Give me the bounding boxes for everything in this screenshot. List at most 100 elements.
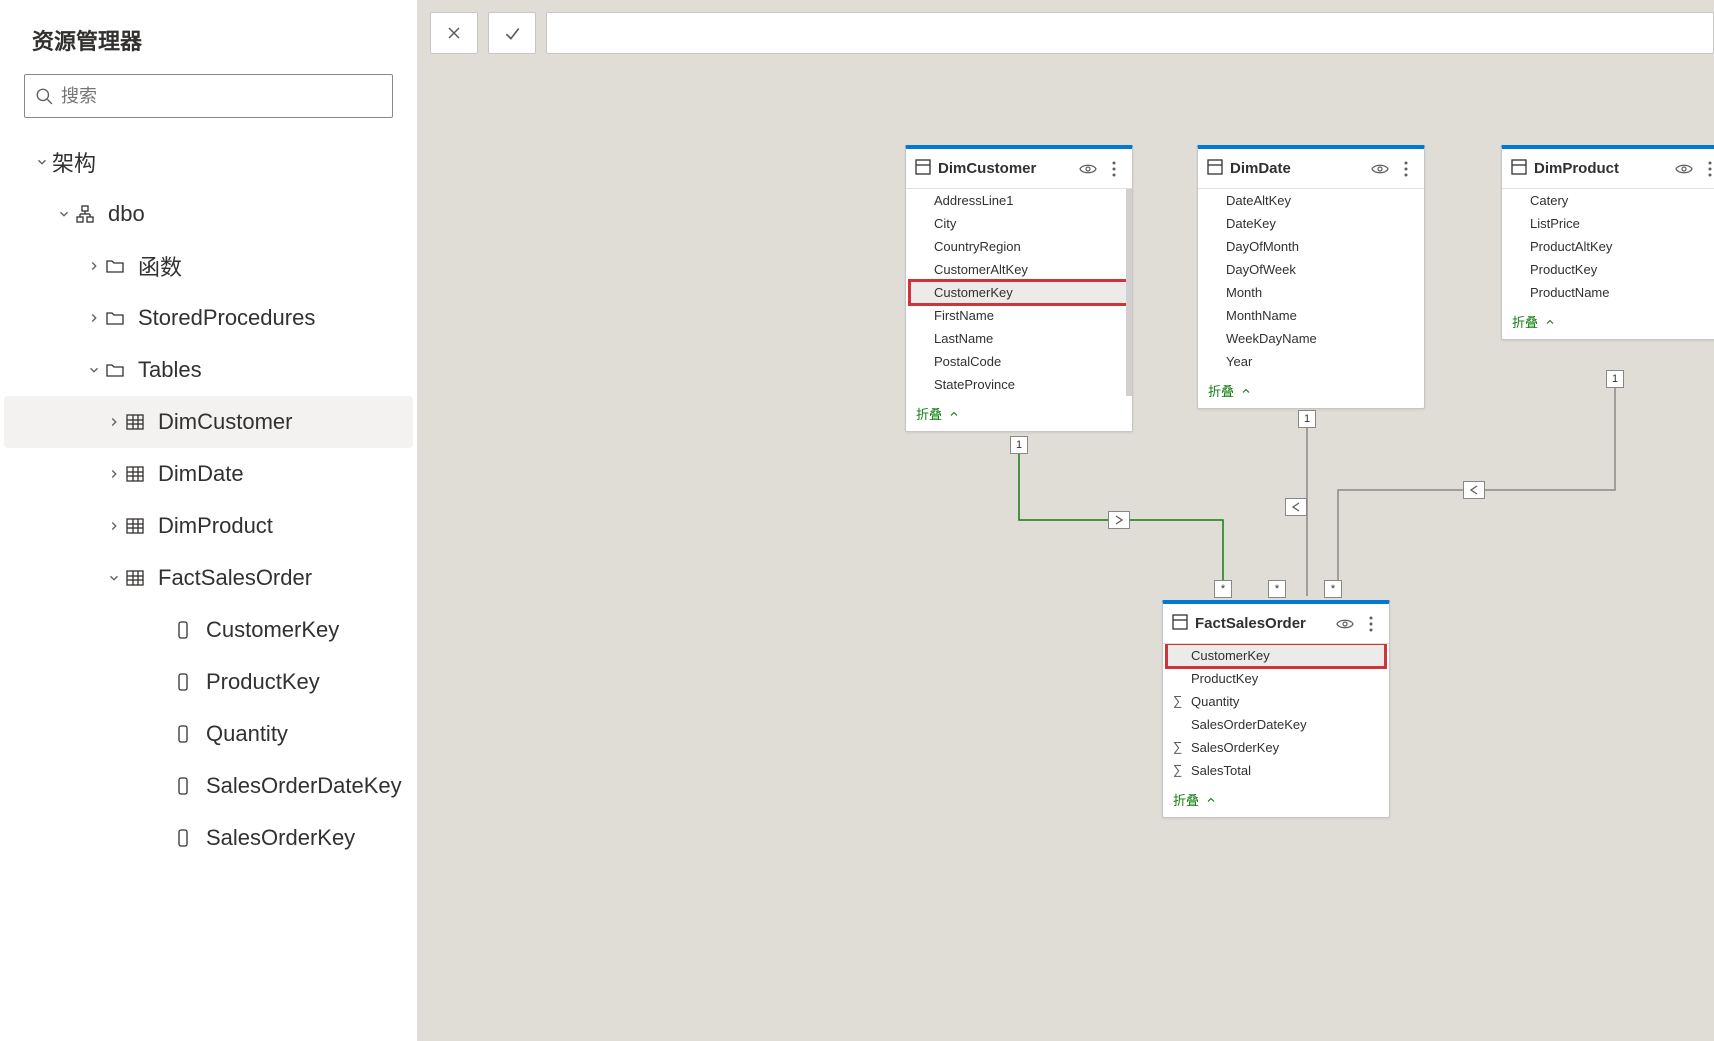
- column-monthname[interactable]: MonthName: [1198, 304, 1424, 327]
- column-label: CountryRegion: [934, 239, 1021, 254]
- visibility-toggle[interactable]: [1370, 159, 1390, 179]
- column-customeraltkey[interactable]: CustomerAltKey: [906, 258, 1132, 281]
- explorer-title: 资源管理器: [4, 18, 413, 74]
- column-city[interactable]: City: [906, 212, 1132, 235]
- column-label: DateKey: [1226, 216, 1276, 231]
- entity-header[interactable]: DimProduct: [1502, 149, 1714, 189]
- column-salestotal[interactable]: ∑SalesTotal: [1163, 759, 1389, 782]
- column-quantity[interactable]: ∑Quantity: [1163, 690, 1389, 713]
- column-stateprovince[interactable]: StateProvince: [906, 373, 1132, 396]
- more-menu[interactable]: [1104, 159, 1124, 179]
- tree-item-dbo[interactable]: dbo: [4, 188, 413, 240]
- sigma-icon: ∑: [1173, 693, 1182, 708]
- tree-item-label: DimCustomer: [158, 409, 292, 435]
- column-month[interactable]: Month: [1198, 281, 1424, 304]
- collapse-toggle[interactable]: 折叠: [1198, 373, 1424, 408]
- table-icon: [1510, 158, 1528, 179]
- cancel-button[interactable]: [430, 12, 478, 54]
- tree-item-label: StoredProcedures: [138, 305, 315, 331]
- table-icon: [1206, 158, 1224, 179]
- column-dayofmonth[interactable]: DayOfMonth: [1198, 235, 1424, 258]
- column-productkey[interactable]: ProductKey: [1163, 667, 1389, 690]
- tree-item-tables[interactable]: Tables: [4, 344, 413, 396]
- folder-icon: [104, 359, 126, 381]
- search-box[interactable]: [24, 74, 393, 118]
- tree-item-dimproduct[interactable]: DimProduct: [4, 500, 413, 552]
- tree-item-salesorderdatekey[interactable]: SalesOrderDateKey: [4, 760, 413, 812]
- entity-header[interactable]: FactSalesOrder: [1163, 604, 1389, 644]
- tree-item-productkey[interactable]: ProductKey: [4, 656, 413, 708]
- collapse-label: 折叠: [916, 404, 942, 423]
- tree-item-架构[interactable]: 架构: [4, 136, 413, 188]
- chevron-icon: [32, 152, 52, 172]
- sigma-icon: ∑: [1173, 762, 1182, 777]
- column-year[interactable]: Year: [1198, 350, 1424, 373]
- tree-item-label: SalesOrderKey: [206, 825, 355, 851]
- visibility-toggle[interactable]: [1674, 159, 1694, 179]
- tree-item-storedprocedures[interactable]: StoredProcedures: [4, 292, 413, 344]
- column-customerkey[interactable]: CustomerKey: [910, 281, 1128, 304]
- tree-item-label: DimProduct: [158, 513, 273, 539]
- folder-icon: [104, 307, 126, 329]
- column-catery[interactable]: Catery: [1502, 189, 1714, 212]
- explorer-sidebar: 资源管理器 架构 dbo 函数 StoredProcedures Tables DimCu…: [0, 0, 418, 1041]
- more-menu[interactable]: [1361, 614, 1381, 634]
- formula-bar[interactable]: [546, 12, 1714, 54]
- column-listprice[interactable]: ListPrice: [1502, 212, 1714, 235]
- entity-dimproduct[interactable]: DimProduct CateryListPrice ProductAltKey P…: [1501, 145, 1714, 340]
- column-label: City: [934, 216, 956, 231]
- column-dayofweek[interactable]: DayOfWeek: [1198, 258, 1424, 281]
- collapse-toggle[interactable]: 折叠: [1163, 782, 1389, 817]
- table-icon: [1171, 613, 1189, 634]
- more-menu[interactable]: [1396, 159, 1416, 179]
- column-datekey[interactable]: DateKey: [1198, 212, 1424, 235]
- column-weekdayname[interactable]: WeekDayName: [1198, 327, 1424, 350]
- commit-button[interactable]: [488, 12, 536, 54]
- tree-item-factsalesorder[interactable]: FactSalesOrder: [4, 552, 413, 604]
- column-lastname[interactable]: LastName: [906, 327, 1132, 350]
- column-productkey[interactable]: ProductKey: [1502, 258, 1714, 281]
- tree-item-salesorderkey[interactable]: SalesOrderKey: [4, 812, 413, 864]
- chevron-up-icon: [1544, 316, 1556, 328]
- column-postalcode[interactable]: PostalCode: [906, 350, 1132, 373]
- column-salesorderkey[interactable]: ∑SalesOrderKey: [1163, 736, 1389, 759]
- model-canvas[interactable]: DimCustomer AddressLine1 City CountryRegio…: [418, 0, 1714, 1041]
- entity-header[interactable]: DimCustomer: [906, 149, 1132, 189]
- more-menu[interactable]: [1700, 159, 1714, 179]
- column-label: SalesOrderDateKey: [1191, 717, 1307, 732]
- collapse-toggle[interactable]: 折叠: [1502, 304, 1714, 339]
- column-label: ProductAltKey: [1530, 239, 1612, 254]
- column-productname[interactable]: ProductName: [1502, 281, 1714, 304]
- column-countryregion[interactable]: CountryRegion: [906, 235, 1132, 258]
- column-salesorderdatekey[interactable]: SalesOrderDateKey: [1163, 713, 1389, 736]
- column-productaltkey[interactable]: ProductAltKey: [1502, 235, 1714, 258]
- entity-header[interactable]: DimDate: [1198, 149, 1424, 189]
- tree-item-dimdate[interactable]: DimDate: [4, 448, 413, 500]
- tree-item-customerkey[interactable]: CustomerKey: [4, 604, 413, 656]
- tree-item-quantity[interactable]: Quantity: [4, 708, 413, 760]
- column-firstname[interactable]: FirstName: [906, 304, 1132, 327]
- entity-factsalesorder[interactable]: FactSalesOrder CustomerKeyProductKey∑Qua…: [1162, 600, 1390, 818]
- entity-dimcustomer[interactable]: DimCustomer AddressLine1 City CountryRegio…: [905, 145, 1133, 432]
- column-icon: [172, 827, 194, 849]
- chevron-up-icon: [948, 408, 960, 420]
- column-label: CustomerAltKey: [934, 262, 1028, 277]
- check-icon: [503, 24, 521, 42]
- entity-dimdate[interactable]: DimDate DateAltKey DateKey DayOfMonthDayOf…: [1197, 145, 1425, 409]
- column-customerkey[interactable]: CustomerKey: [1167, 644, 1385, 667]
- visibility-toggle[interactable]: [1335, 614, 1355, 634]
- column-label: WeekDayName: [1226, 331, 1317, 346]
- column-datealtkey[interactable]: DateAltKey: [1198, 189, 1424, 212]
- tree-item-函数[interactable]: 函数: [4, 240, 413, 292]
- formula-toolbar: [430, 12, 1714, 54]
- tree-item-dimcustomer[interactable]: DimCustomer: [4, 396, 413, 448]
- tree-item-label: dbo: [108, 201, 145, 227]
- collapse-toggle[interactable]: 折叠: [906, 396, 1132, 431]
- cardinality-marker: *: [1268, 580, 1286, 598]
- tree-item-label: DimDate: [158, 461, 244, 487]
- cardinality-marker: 1: [1298, 410, 1316, 428]
- chevron-up-icon: [1205, 794, 1217, 806]
- search-input[interactable]: [61, 86, 382, 107]
- column-addressline1[interactable]: AddressLine1: [906, 189, 1132, 212]
- visibility-toggle[interactable]: [1078, 159, 1098, 179]
